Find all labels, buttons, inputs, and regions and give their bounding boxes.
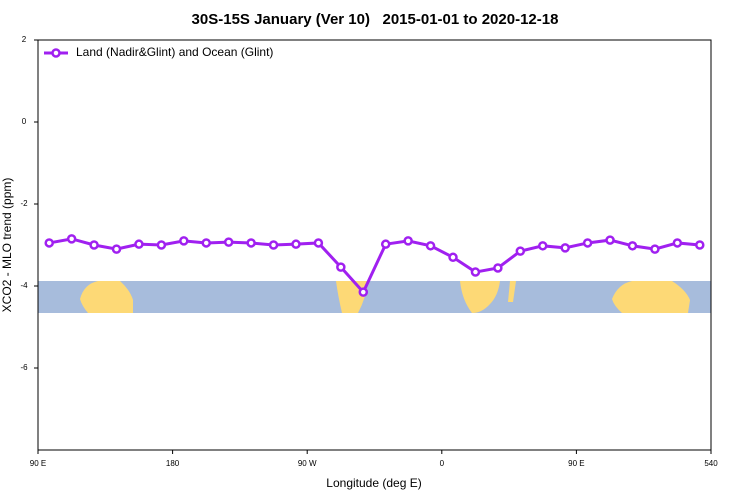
land	[612, 281, 690, 313]
y-tick-label: -2	[20, 199, 28, 208]
legend-label: Land (Nadir&Glint) and Ocean (Glint)	[76, 45, 273, 59]
data-point	[650, 244, 660, 254]
land	[508, 281, 516, 302]
data-point	[201, 238, 211, 248]
x-axis-label: Longitude (deg E)	[326, 476, 421, 490]
data-point	[695, 240, 705, 250]
data-point	[403, 236, 413, 246]
data-point	[582, 238, 593, 248]
y-tick-label: -6	[20, 363, 28, 372]
plot-frame	[37, 39, 712, 451]
data-point	[538, 241, 548, 251]
data-point	[246, 238, 256, 248]
data-point	[672, 238, 683, 248]
x-tick-label: 90 W	[298, 459, 317, 468]
legend-marker	[51, 48, 61, 58]
data-point	[223, 237, 234, 247]
x-tick-label: 180	[166, 459, 180, 468]
chart-title: 30S-15S January (Ver 10) 2015-01-01 to 2…	[192, 11, 559, 28]
data-point	[627, 241, 638, 251]
x-tick-label: 90 E	[568, 459, 584, 468]
data-point	[111, 244, 122, 254]
data-point	[470, 267, 481, 277]
x-tick-label: 540	[704, 459, 718, 468]
data-point	[515, 246, 526, 256]
y-tick-label: 2	[22, 35, 27, 44]
y-tick-label: 0	[22, 117, 27, 126]
data-point	[493, 263, 503, 273]
data-point	[425, 241, 436, 251]
data-point	[313, 238, 324, 248]
data-point	[179, 236, 189, 246]
y-axis-label: XCO2 - MLO trend (ppm)	[0, 178, 14, 313]
data-point	[291, 239, 301, 249]
data-point	[358, 287, 369, 297]
data-point	[605, 235, 615, 245]
data-point	[134, 239, 144, 249]
data-point	[448, 252, 458, 263]
data-point	[89, 240, 99, 250]
data-point	[560, 243, 570, 253]
data-point	[156, 240, 167, 250]
land	[460, 281, 500, 313]
x-tick-label: 0	[440, 459, 445, 468]
map-strip	[38, 281, 711, 313]
data-point	[336, 262, 346, 272]
ocean	[38, 281, 711, 313]
land	[80, 281, 133, 313]
data-point	[380, 239, 391, 249]
data-point	[66, 234, 77, 244]
data-point	[268, 240, 279, 250]
x-tick-label: 90 E	[30, 459, 46, 468]
data-point	[44, 238, 54, 248]
y-tick-label: -4	[20, 281, 28, 290]
